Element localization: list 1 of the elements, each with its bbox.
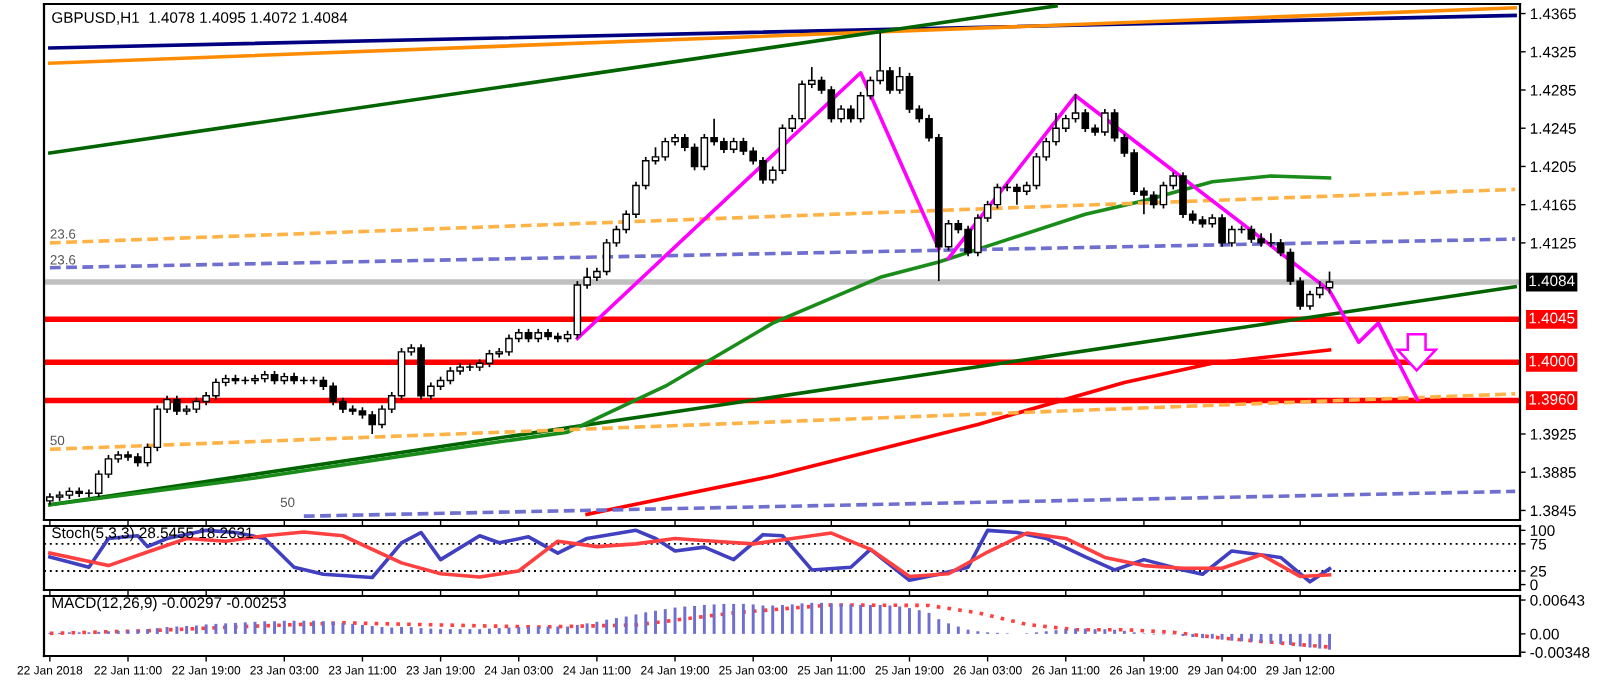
line-series: [48, 174, 1332, 507]
